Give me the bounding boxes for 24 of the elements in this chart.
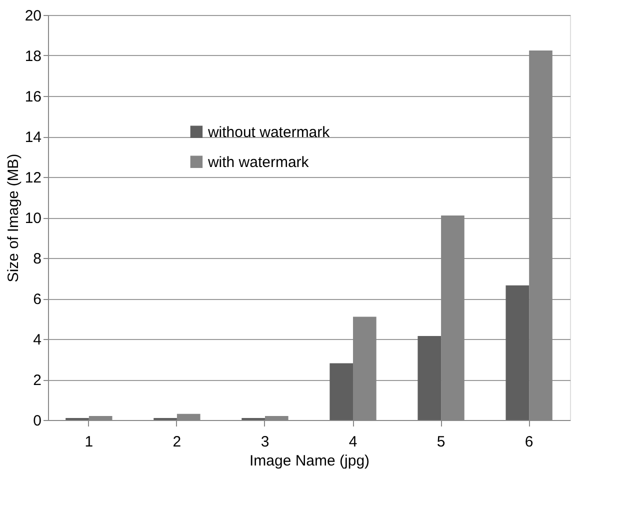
- bar: [330, 363, 354, 420]
- y-tick-label: 16: [24, 88, 42, 106]
- y-tick-label: 8: [33, 250, 42, 268]
- x-tick-label: 2: [172, 434, 182, 450]
- y-tick-label: 20: [24, 8, 42, 24]
- y-tick-label: 2: [33, 372, 42, 389]
- y-tick-label: 14: [24, 129, 42, 146]
- y-axis-title: Size of Image (MB): [4, 154, 22, 282]
- y-tick-label: 6: [33, 291, 42, 308]
- y-tick-label: 0: [33, 412, 42, 430]
- legend-label: with watermark: [206, 154, 310, 171]
- legend-label: without watermark: [206, 124, 330, 141]
- bar: [418, 336, 442, 420]
- x-tick-label: 1: [84, 434, 94, 450]
- x-axis-title: Image Name (jpg): [249, 452, 370, 470]
- y-tick-label: 12: [24, 170, 42, 186]
- y-tick-label: 4: [33, 332, 42, 348]
- bar: [506, 285, 530, 420]
- x-tick-label: 3: [260, 434, 270, 450]
- x-tick-label: 4: [348, 434, 358, 450]
- x-tick-label: 6: [524, 434, 534, 450]
- y-tick-label: 10: [24, 210, 42, 227]
- x-tick-label: 5: [436, 434, 446, 450]
- y-tick-label: 18: [24, 48, 42, 65]
